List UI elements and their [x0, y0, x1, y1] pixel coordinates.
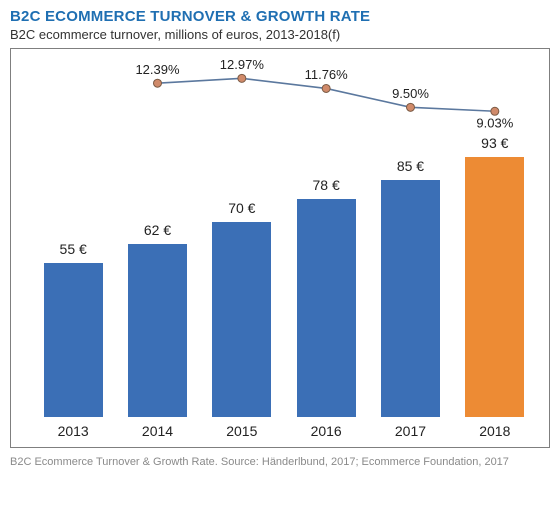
line-labels-layer: 12.39% 12.97% 11.76% 9.50% 9.03%: [31, 59, 537, 417]
chart-frame: 55 €62 €70 €78 €85 €93 € 12.39%12.97%11.…: [10, 48, 550, 448]
chart-subtitle: B2C ecommerce turnover, millions of euro…: [10, 27, 550, 42]
x-axis-label: 2016: [284, 417, 368, 447]
x-axis-label: 2018: [453, 417, 537, 447]
line-value-label: 12.39%: [135, 62, 179, 77]
line-value-label: 9.50%: [392, 86, 429, 101]
x-axis-label: 2017: [368, 417, 452, 447]
line-value-label: 11.76%: [305, 67, 348, 82]
line-value-label: 12.97%: [220, 57, 264, 72]
x-axis-label: 2014: [115, 417, 199, 447]
x-axis: 201320142015201620172018: [31, 417, 537, 447]
chart-title: B2C ECOMMERCE TURNOVER & GROWTH RATE: [10, 8, 550, 25]
chart-footer: B2C Ecommerce Turnover & Growth Rate. So…: [10, 456, 550, 468]
x-axis-label: 2013: [31, 417, 115, 447]
chart-container: B2C ECOMMERCE TURNOVER & GROWTH RATE B2C…: [0, 0, 560, 474]
x-axis-label: 2015: [200, 417, 284, 447]
line-value-label: 9.03%: [476, 116, 513, 131]
plot-area: 55 €62 €70 €78 €85 €93 € 12.39%12.97%11.…: [31, 59, 537, 417]
